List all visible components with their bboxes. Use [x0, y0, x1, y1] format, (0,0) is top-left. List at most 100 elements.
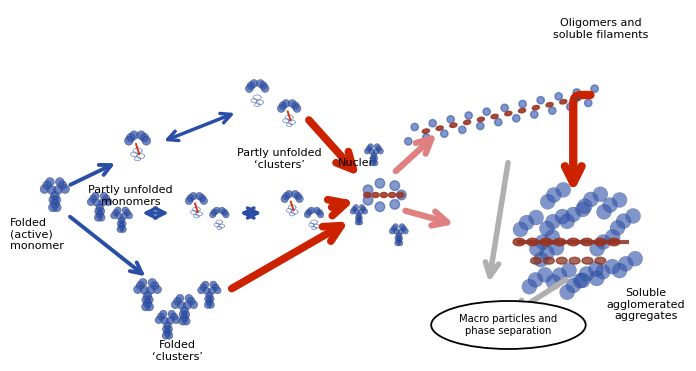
Circle shape [534, 252, 548, 267]
Circle shape [203, 288, 210, 295]
Circle shape [391, 226, 397, 232]
Circle shape [171, 301, 179, 309]
Circle shape [96, 211, 104, 219]
Circle shape [396, 233, 402, 239]
Circle shape [43, 181, 52, 190]
Circle shape [159, 310, 167, 318]
Circle shape [92, 192, 100, 200]
Text: Macro particles and
phase separation: Macro particles and phase separation [459, 314, 557, 336]
Circle shape [566, 278, 580, 293]
Circle shape [372, 160, 378, 166]
Circle shape [376, 146, 381, 151]
Circle shape [317, 211, 324, 218]
Circle shape [367, 144, 374, 150]
Circle shape [373, 149, 379, 155]
Circle shape [560, 285, 575, 300]
Circle shape [394, 229, 400, 234]
Circle shape [512, 115, 520, 122]
Circle shape [355, 215, 361, 221]
Circle shape [441, 130, 448, 137]
Circle shape [577, 199, 592, 214]
Circle shape [366, 146, 372, 151]
Circle shape [120, 220, 126, 227]
Circle shape [61, 185, 70, 194]
Circle shape [140, 133, 149, 142]
Circle shape [221, 209, 228, 216]
Circle shape [465, 112, 473, 119]
Circle shape [378, 148, 383, 154]
Circle shape [173, 316, 180, 324]
Ellipse shape [388, 193, 396, 198]
Circle shape [113, 209, 119, 216]
Circle shape [390, 200, 400, 209]
Circle shape [306, 209, 313, 216]
Circle shape [605, 259, 620, 274]
Circle shape [148, 278, 157, 287]
Ellipse shape [582, 257, 593, 264]
Ellipse shape [380, 193, 388, 198]
Circle shape [285, 190, 293, 198]
Ellipse shape [513, 238, 525, 246]
Circle shape [219, 207, 226, 214]
Circle shape [214, 287, 221, 294]
Circle shape [207, 295, 214, 302]
Circle shape [142, 137, 151, 145]
Circle shape [612, 193, 627, 207]
Circle shape [104, 198, 112, 206]
Circle shape [146, 286, 155, 295]
Ellipse shape [477, 117, 484, 122]
Circle shape [162, 325, 170, 333]
Circle shape [171, 313, 177, 320]
Circle shape [316, 209, 322, 216]
Text: Soluble
agglomerated
aggregates: Soluble agglomerated aggregates [607, 288, 686, 321]
Circle shape [161, 317, 168, 325]
Text: Partly unfolded
monomers: Partly unfolded monomers [88, 185, 173, 207]
Circle shape [294, 193, 301, 200]
Circle shape [308, 207, 315, 214]
Circle shape [166, 317, 174, 325]
Circle shape [182, 311, 190, 318]
Circle shape [115, 207, 121, 214]
Text: Folded
(active)
monomer: Folded (active) monomer [10, 218, 64, 251]
Circle shape [397, 235, 403, 241]
Ellipse shape [436, 126, 443, 130]
Circle shape [397, 190, 406, 200]
Circle shape [370, 160, 375, 166]
Circle shape [281, 195, 288, 203]
Circle shape [111, 212, 117, 219]
Circle shape [363, 185, 373, 195]
Circle shape [374, 144, 380, 150]
Ellipse shape [532, 105, 539, 110]
Circle shape [204, 301, 212, 308]
Ellipse shape [581, 238, 593, 246]
Circle shape [145, 303, 154, 311]
Circle shape [102, 195, 110, 202]
Circle shape [628, 251, 642, 266]
Circle shape [375, 178, 385, 188]
Circle shape [96, 204, 104, 211]
Circle shape [585, 99, 592, 106]
Circle shape [47, 186, 56, 194]
Circle shape [141, 286, 149, 295]
Circle shape [260, 82, 267, 90]
Circle shape [552, 268, 567, 283]
Circle shape [54, 186, 63, 194]
Circle shape [495, 118, 502, 126]
Circle shape [189, 193, 197, 200]
Circle shape [351, 206, 357, 212]
Circle shape [87, 198, 95, 206]
Circle shape [165, 325, 173, 333]
Circle shape [155, 316, 162, 324]
Ellipse shape [363, 193, 371, 198]
Ellipse shape [554, 238, 566, 246]
Circle shape [562, 263, 576, 278]
Circle shape [616, 214, 631, 229]
Circle shape [357, 215, 363, 221]
Ellipse shape [595, 257, 606, 264]
Circle shape [513, 222, 528, 237]
Circle shape [354, 204, 358, 210]
Circle shape [122, 207, 129, 214]
Circle shape [560, 214, 575, 229]
Circle shape [45, 178, 54, 186]
Circle shape [164, 329, 171, 336]
